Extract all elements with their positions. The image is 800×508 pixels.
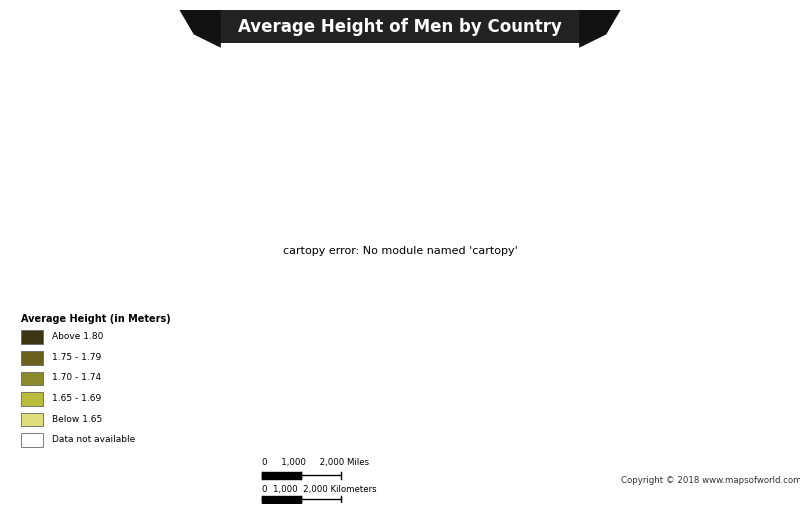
FancyBboxPatch shape [216,10,584,43]
Text: Average Height (in Meters): Average Height (in Meters) [21,314,170,324]
Text: 0     1,000     2,000 Miles: 0 1,000 2,000 Miles [262,458,369,467]
Polygon shape [579,10,621,48]
Text: 1.75 - 1.79: 1.75 - 1.79 [51,353,101,362]
Text: Above 1.80: Above 1.80 [51,332,103,341]
FancyBboxPatch shape [21,330,43,344]
FancyBboxPatch shape [21,371,43,385]
Text: cartopy error: No module named 'cartopy': cartopy error: No module named 'cartopy' [282,246,518,257]
Text: Copyright © 2018 www.mapsofworld.com: Copyright © 2018 www.mapsofworld.com [621,475,800,485]
FancyBboxPatch shape [6,302,152,460]
Text: 1.70 - 1.74: 1.70 - 1.74 [51,373,101,383]
Polygon shape [179,10,221,48]
FancyBboxPatch shape [21,433,43,447]
Text: Data not available: Data not available [51,435,135,444]
Text: Average Height of Men by Country: Average Height of Men by Country [238,18,562,36]
FancyBboxPatch shape [21,412,43,426]
FancyBboxPatch shape [21,351,43,365]
Text: 0  1,000  2,000 Kilometers: 0 1,000 2,000 Kilometers [262,485,376,494]
Text: Below 1.65: Below 1.65 [51,415,102,424]
Text: 1.65 - 1.69: 1.65 - 1.69 [51,394,101,403]
FancyBboxPatch shape [21,392,43,406]
